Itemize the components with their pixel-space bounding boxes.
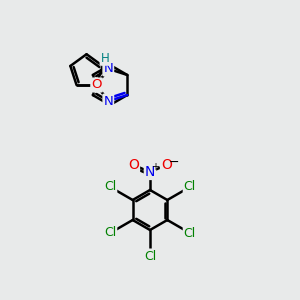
Text: O: O [161,158,172,172]
Text: O: O [91,79,102,92]
Text: Cl: Cl [184,226,196,239]
Text: N: N [145,165,155,179]
Text: Cl: Cl [104,226,116,239]
Text: −: − [169,155,180,169]
Text: N: N [103,95,113,108]
Text: H: H [100,52,109,65]
Text: Cl: Cl [104,181,116,194]
Text: +: + [151,162,159,172]
Text: Cl: Cl [184,181,196,194]
Text: O: O [128,158,139,172]
Text: N: N [103,62,113,75]
Text: Cl: Cl [144,250,156,262]
